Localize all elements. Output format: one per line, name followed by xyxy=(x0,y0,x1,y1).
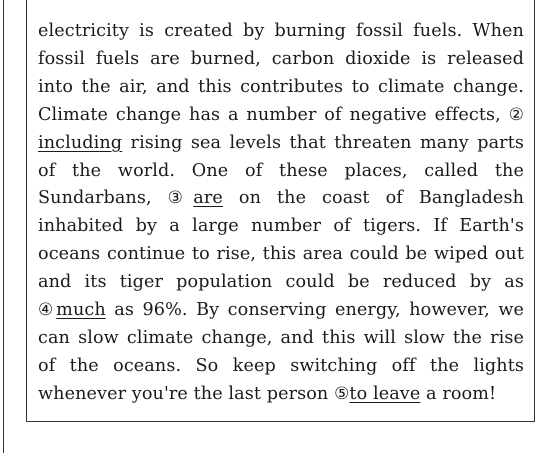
passage-segment-2: rising sea levels that threaten many par… xyxy=(38,132,524,209)
choice-marker-2: ② xyxy=(508,104,524,125)
page-left-border-line xyxy=(3,0,4,453)
choice-marker-3: ③ xyxy=(167,188,194,209)
passage-segment-5: a room! xyxy=(420,383,497,404)
passage-segment-3: on the coast of Bangladesh inhabited by … xyxy=(38,188,525,293)
passage-text: electricity is created by burning fossil… xyxy=(38,18,524,409)
underlined-choice-5: to leave xyxy=(349,383,421,404)
underlined-choice-4: much xyxy=(56,300,106,321)
choice-marker-4: ④ xyxy=(38,300,57,321)
passage-segment-1: electricity is created by burning fossil… xyxy=(38,21,524,125)
underlined-choice-3: are xyxy=(193,188,223,209)
underlined-choice-2: including xyxy=(38,132,123,153)
passage-segment-4: as 96%. By conserving energy, however, w… xyxy=(38,300,524,404)
passage-box: electricity is created by burning fossil… xyxy=(26,0,535,422)
choice-marker-5: ⑤ xyxy=(334,383,350,404)
